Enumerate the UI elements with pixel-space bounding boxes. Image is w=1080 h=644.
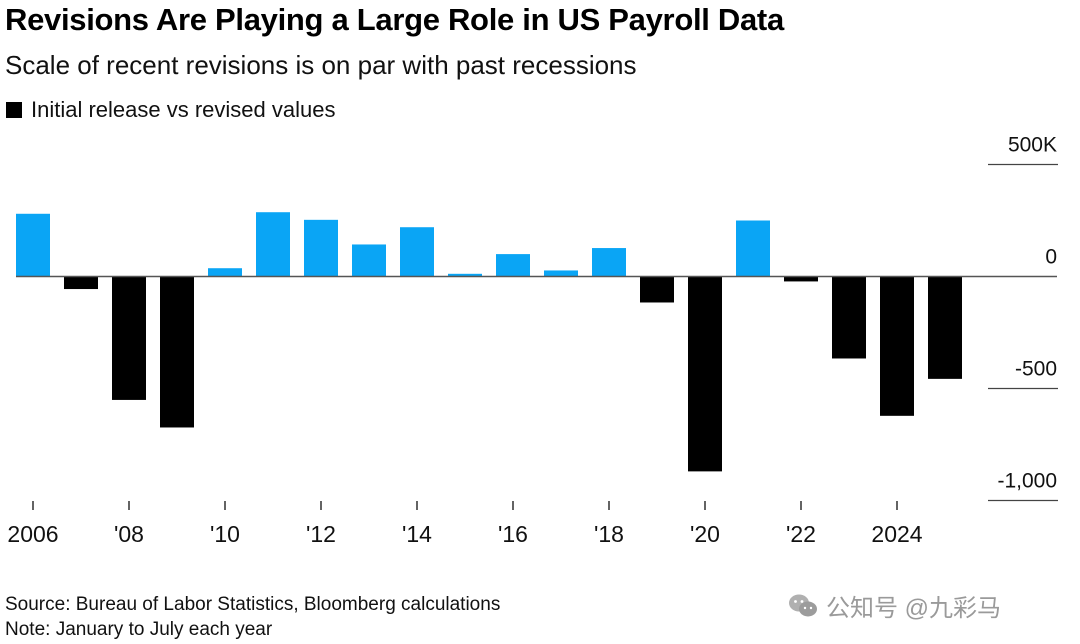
y-tick-label: 0 bbox=[1045, 246, 1057, 269]
bars bbox=[16, 212, 962, 472]
legend: Initial release vs revised values bbox=[6, 97, 335, 123]
bar bbox=[16, 213, 50, 277]
x-tick-label: '18 bbox=[594, 521, 624, 547]
chart-title: Revisions Are Playing a Large Role in US… bbox=[5, 2, 784, 37]
chart-subtitle: Scale of recent revisions is on par with… bbox=[5, 50, 637, 80]
wechat-icon bbox=[789, 594, 817, 616]
x-tick-label: 2006 bbox=[7, 521, 58, 547]
gridlines bbox=[988, 163, 1058, 502]
y-tick-label: -1,000 bbox=[997, 470, 1057, 493]
x-axis: 2006 '08 '10 '12 '14 '16 '18 '20 '22 2024 bbox=[7, 501, 923, 547]
bar bbox=[352, 244, 386, 277]
x-tick-label: '14 bbox=[402, 521, 432, 547]
x-tick-label: 2024 bbox=[871, 521, 922, 547]
watermark: 公知号 @九彩马 bbox=[788, 588, 1001, 623]
x-tick-label: '22 bbox=[786, 521, 816, 547]
bar-chart: 500K 0 -500 -1,000 2006 '08 '10 '12 '14 '16 '18 '2… bbox=[7, 134, 1058, 547]
bar bbox=[160, 276, 194, 428]
bar bbox=[256, 212, 290, 277]
bar bbox=[448, 273, 482, 277]
bar bbox=[400, 227, 434, 277]
bar bbox=[784, 276, 818, 282]
watermark-text: 公知号 @九彩马 bbox=[826, 595, 1002, 622]
footnote: Note: January to July each year bbox=[5, 619, 273, 640]
bar bbox=[304, 219, 338, 277]
bar bbox=[688, 276, 722, 472]
bar bbox=[112, 276, 146, 400]
x-tick-label: '16 bbox=[498, 521, 528, 547]
bar bbox=[592, 248, 626, 277]
bar bbox=[544, 270, 578, 277]
bar bbox=[640, 276, 674, 303]
bar bbox=[208, 268, 242, 277]
x-tick-label: '12 bbox=[306, 521, 336, 547]
bar bbox=[496, 254, 530, 277]
x-tick-label: '20 bbox=[690, 521, 720, 547]
legend-swatch bbox=[6, 102, 22, 118]
legend-label: Initial release vs revised values bbox=[31, 97, 336, 122]
y-tick-label: -500 bbox=[1015, 358, 1057, 381]
bar bbox=[736, 220, 770, 277]
y-axis-labels: 500K 0 -500 -1,000 bbox=[997, 134, 1057, 493]
bar bbox=[928, 276, 962, 379]
bar bbox=[880, 276, 914, 416]
bar bbox=[832, 276, 866, 359]
source-note: Source: Bureau of Labor Statistics, Bloo… bbox=[5, 594, 501, 615]
x-tick-label: '08 bbox=[114, 521, 144, 547]
bar bbox=[64, 276, 98, 290]
y-tick-label: 500K bbox=[1008, 134, 1057, 157]
x-tick-label: '10 bbox=[210, 521, 240, 547]
